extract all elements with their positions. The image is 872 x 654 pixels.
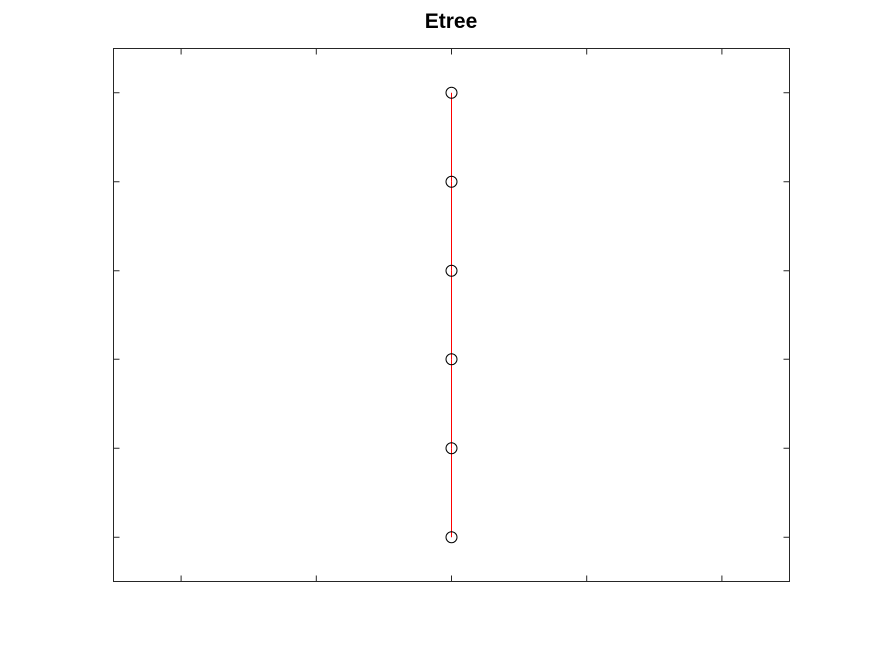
tree-node-1 xyxy=(445,175,458,188)
tree-node-0 xyxy=(445,86,458,99)
tree-node-4 xyxy=(445,442,458,455)
chart-title: Etree xyxy=(425,10,478,33)
tree-node-2 xyxy=(445,264,458,277)
tree-node-5 xyxy=(445,531,458,544)
tree-nodes xyxy=(445,86,458,544)
axis-ticks xyxy=(113,48,790,582)
tree-node-3 xyxy=(445,353,458,366)
